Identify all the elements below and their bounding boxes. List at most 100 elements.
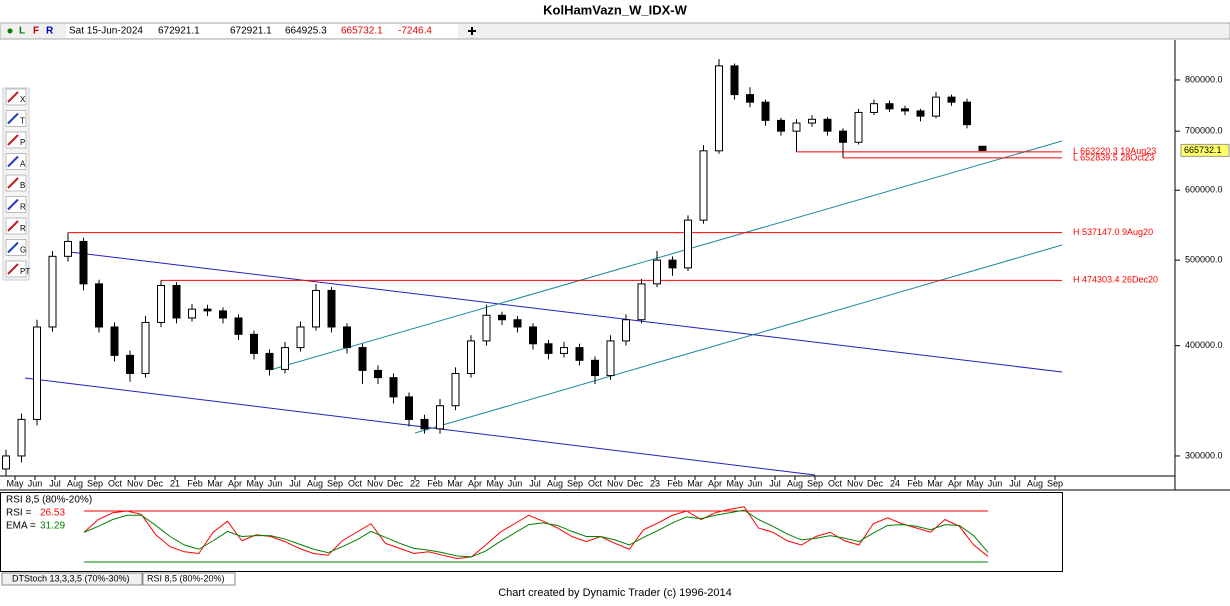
legend-value: 31.29	[40, 521, 65, 532]
candle-body	[916, 110, 925, 117]
x-tick-label: Oct	[588, 478, 603, 488]
bar-open: 672921.1	[158, 26, 200, 37]
x-tick-label: Jul	[1009, 478, 1021, 488]
candle-body	[777, 119, 785, 132]
tool-button[interactable]	[5, 110, 27, 127]
tab[interactable]	[142, 572, 236, 586]
candle-body	[265, 352, 274, 370]
candle-body	[622, 319, 630, 342]
tab-label[interactable]: RSI 8,5 (80%-20%)	[147, 573, 225, 583]
trend-line	[24, 377, 816, 476]
candle-body	[854, 111, 863, 143]
candle-body	[95, 283, 103, 328]
tool-button[interactable]	[5, 153, 27, 170]
x-tick-label: 22	[410, 478, 420, 488]
x-tick-label: 23	[650, 478, 660, 488]
tool-label[interactable]: P	[20, 138, 25, 147]
candle-body	[250, 333, 258, 354]
tool-button[interactable]	[5, 239, 27, 256]
x-tick-label: 21	[170, 478, 180, 488]
x-tick-label: Dec	[387, 478, 404, 488]
mode-button[interactable]: L	[19, 26, 25, 37]
mode-button[interactable]: F	[33, 26, 39, 37]
trend-line	[69, 251, 1063, 373]
add-button[interactable]	[468, 27, 476, 35]
indicator-line	[83, 509, 989, 558]
x-tick-label: Dec	[867, 478, 884, 488]
tool-label[interactable]: PT	[20, 267, 30, 276]
tab-label[interactable]: DTStoch 13,3,3,5 (70%-30%)	[12, 573, 130, 583]
candle-body	[327, 289, 336, 328]
candle-body	[312, 289, 320, 328]
x-tick-label: Aug	[1027, 478, 1043, 488]
candle-body	[591, 359, 599, 377]
x-tick-label: May	[246, 478, 264, 488]
candle-body	[467, 340, 475, 374]
x-tick-label: Jul	[529, 478, 541, 488]
x-tick-label: Nov	[607, 478, 624, 488]
candle-body	[343, 326, 351, 349]
tool-button[interactable]	[5, 88, 27, 106]
candle-body	[374, 369, 382, 379]
tool-button[interactable]	[5, 260, 27, 278]
mode-button[interactable]: R	[46, 26, 54, 37]
candle-body	[560, 347, 568, 354]
bar-date: Sat 15-Jun-2024	[69, 26, 143, 37]
candle-body	[2, 455, 10, 470]
tool-icon	[7, 112, 19, 125]
candle-body	[932, 96, 940, 117]
tool-icon	[7, 91, 19, 103]
tool-button[interactable]	[5, 217, 27, 235]
bar-high: 672921.1	[230, 26, 272, 37]
x-tick-label: Jun	[988, 478, 1003, 488]
candle-body	[885, 103, 894, 110]
tool-icon	[7, 263, 19, 275]
x-tick-label: Apr	[708, 478, 722, 488]
x-tick-label: Jul	[289, 478, 301, 488]
price-level-label: H 474303.4 26Dec20	[1073, 275, 1158, 285]
y-tick-label: 600000.0	[1185, 185, 1223, 195]
tool-button[interactable]	[5, 174, 27, 192]
candle-body	[420, 418, 429, 430]
x-tick-label: Oct	[348, 478, 363, 488]
x-tick-label: Nov	[367, 478, 384, 488]
x-tick-label: Nov	[847, 478, 864, 488]
candle-body	[64, 240, 72, 257]
tool-label[interactable]: X	[20, 95, 26, 104]
y-tick-label: 500000.0	[1185, 255, 1223, 265]
x-tick-label: Feb	[187, 478, 203, 488]
candle-body	[234, 317, 243, 335]
x-tick-label: Feb	[667, 478, 683, 488]
candle-body	[188, 308, 196, 319]
tool-button[interactable]	[5, 196, 27, 213]
tool-label[interactable]: G	[20, 246, 26, 255]
tool-label[interactable]: T	[20, 117, 25, 126]
candle-body	[513, 319, 522, 328]
x-tick-label: May	[726, 478, 744, 488]
candle-body	[715, 65, 723, 152]
ohlc-box	[66, 24, 458, 38]
bar-low: 664925.3	[285, 26, 327, 37]
trend-line	[269, 140, 1063, 371]
x-tick-label: Jun	[508, 478, 523, 488]
tool-label[interactable]: R	[20, 224, 26, 233]
candle-body	[668, 259, 677, 269]
tab[interactable]	[1, 572, 143, 586]
trend-line	[414, 244, 1063, 434]
candle-body	[126, 354, 134, 374]
tool-label[interactable]: A	[20, 160, 26, 169]
tool-label[interactable]: R	[20, 203, 26, 212]
legend-label: RSI =	[6, 508, 31, 519]
x-tick-label: Aug	[787, 478, 803, 488]
x-tick-label: Oct	[108, 478, 123, 488]
x-tick-label: Jun	[268, 478, 283, 488]
tool-label[interactable]: B	[20, 181, 25, 190]
tool-icon	[7, 220, 19, 232]
title-bar	[0, 0, 1230, 22]
x-tick-label: Aug	[307, 478, 323, 488]
candle-body	[808, 118, 816, 124]
y-tick-label: 700000.0	[1185, 126, 1223, 136]
tool-button[interactable]	[5, 131, 27, 149]
